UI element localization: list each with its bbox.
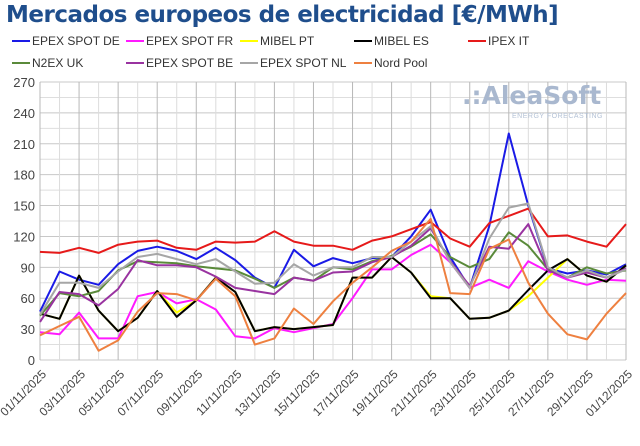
legend-label: EPEX SPOT DE	[32, 34, 120, 48]
y-tick-label: 90	[21, 260, 35, 275]
legend-swatch	[354, 62, 372, 64]
legend-swatch	[126, 40, 144, 42]
series-line-epex-spot-nl	[39, 202, 627, 316]
aleasoft-logo: .:AleaSoft	[462, 81, 602, 110]
legend-swatch	[12, 40, 30, 42]
legend-label: EPEX SPOT BE	[146, 56, 234, 70]
y-tick-label: 210	[13, 137, 35, 152]
legend-item: Nord Pool	[354, 56, 427, 70]
aleasoft-logo-tagline: ENERGY FORECASTING	[512, 113, 603, 120]
legend-label: EPEX SPOT NL	[260, 56, 347, 70]
legend-label: Nord Pool	[374, 56, 428, 70]
legend-label: EPEX SPOT FR	[146, 34, 234, 48]
series-line-mibel-es	[39, 256, 627, 333]
series-line-epex-spot-be	[39, 223, 627, 323]
y-tick-label: 60	[21, 291, 35, 306]
y-tick-label: 0	[28, 353, 35, 368]
legend-item: MIBEL ES	[354, 34, 429, 48]
y-tick-label: 240	[13, 106, 35, 121]
legend-item: EPEX SPOT DE	[12, 34, 120, 48]
legend-item: MIBEL PT	[240, 34, 314, 48]
legend-swatch	[468, 40, 486, 42]
y-tick-label: 150	[13, 199, 35, 214]
legend-swatch	[240, 62, 258, 64]
legend-label: N2EX UK	[32, 56, 84, 70]
series-line-nord-pool	[39, 217, 627, 352]
legend-item: EPEX SPOT FR	[126, 34, 233, 48]
legend-item: N2EX UK	[12, 56, 83, 70]
legend-item: IPEX IT	[468, 34, 529, 48]
legend-label: MIBEL PT	[260, 34, 315, 48]
legend-item: EPEX SPOT NL	[240, 56, 346, 70]
legend-item: EPEX SPOT BE	[126, 56, 233, 70]
y-tick-label: 120	[13, 229, 35, 244]
chart-title: Mercados europeos de electricidad [€/MWh…	[6, 2, 559, 28]
legend-swatch	[354, 40, 372, 42]
y-tick-label: 180	[13, 168, 35, 183]
legend-swatch	[126, 62, 144, 64]
legend-label: IPEX IT	[488, 34, 530, 48]
legend-swatch	[12, 62, 30, 64]
y-tick-label: 30	[21, 322, 35, 337]
y-tick-label: 270	[13, 75, 35, 90]
legend-swatch	[240, 40, 258, 42]
legend-label: MIBEL ES	[374, 34, 429, 48]
series-line-ipex-it	[39, 207, 627, 254]
